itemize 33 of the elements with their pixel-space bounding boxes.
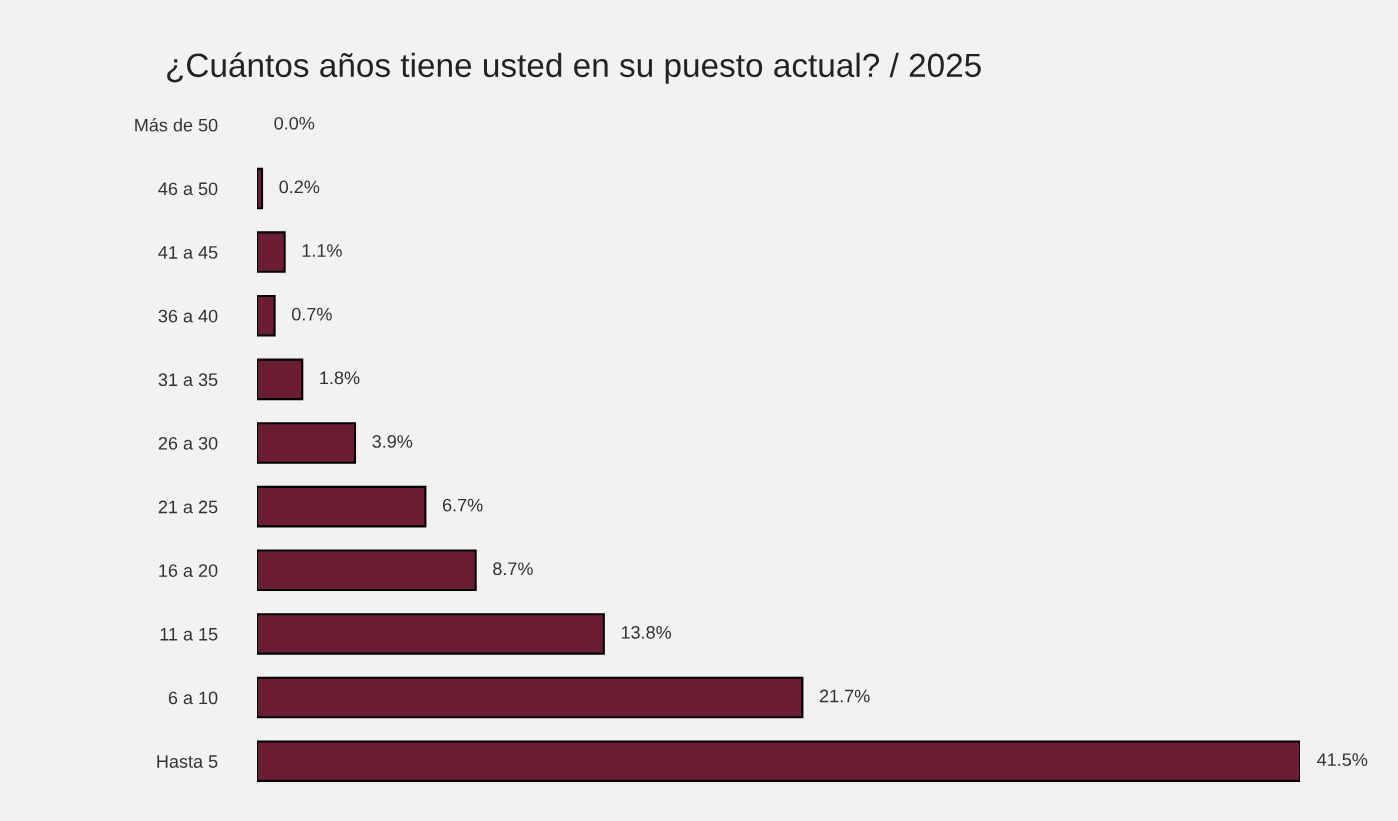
y-tick-label: 36 a 40: [158, 309, 218, 323]
bar: [257, 358, 304, 401]
data-label: 1.8%: [320, 371, 360, 385]
bar: [257, 167, 264, 210]
y-tick-label: 11 a 15: [160, 628, 218, 641]
data-label: 3.9%: [372, 435, 413, 448]
bar: [257, 294, 276, 337]
y-tick-label: Hasta 5: [157, 755, 218, 768]
bar: [257, 740, 1300, 782]
y-tick-label: Más de 50: [135, 118, 218, 132]
y-tick-label: 31 a 35: [158, 373, 218, 387]
bar: [257, 485, 427, 528]
y-tick-label: 6 a 10: [168, 691, 218, 705]
bar: [257, 549, 477, 592]
data-label: 1.1%: [302, 244, 342, 257]
data-label: 21.7%: [819, 689, 870, 703]
bar: [257, 613, 605, 655]
y-tick-label: 46 a 50: [158, 182, 218, 196]
y-tick-label: 16 a 20: [159, 564, 218, 577]
data-label: 6.7%: [442, 498, 483, 512]
bar: [257, 676, 804, 719]
data-label: 0.7%: [291, 307, 332, 321]
data-label: 8.7%: [493, 562, 533, 576]
y-tick-label: 21 a 25: [158, 500, 218, 514]
chart-title: ¿Cuántos años tiene usted en su puesto actual? / 2025: [167, 52, 981, 84]
data-label: 0.0%: [274, 116, 315, 130]
data-label: 13.8%: [621, 625, 672, 639]
y-tick-label: 26 a 30: [158, 436, 218, 450]
data-label: 41.5%: [1317, 753, 1368, 767]
bar: [257, 422, 357, 464]
y-tick-label: 41 a 45: [158, 246, 218, 259]
bar: [257, 231, 286, 273]
data-label: 0.2%: [279, 180, 320, 194]
